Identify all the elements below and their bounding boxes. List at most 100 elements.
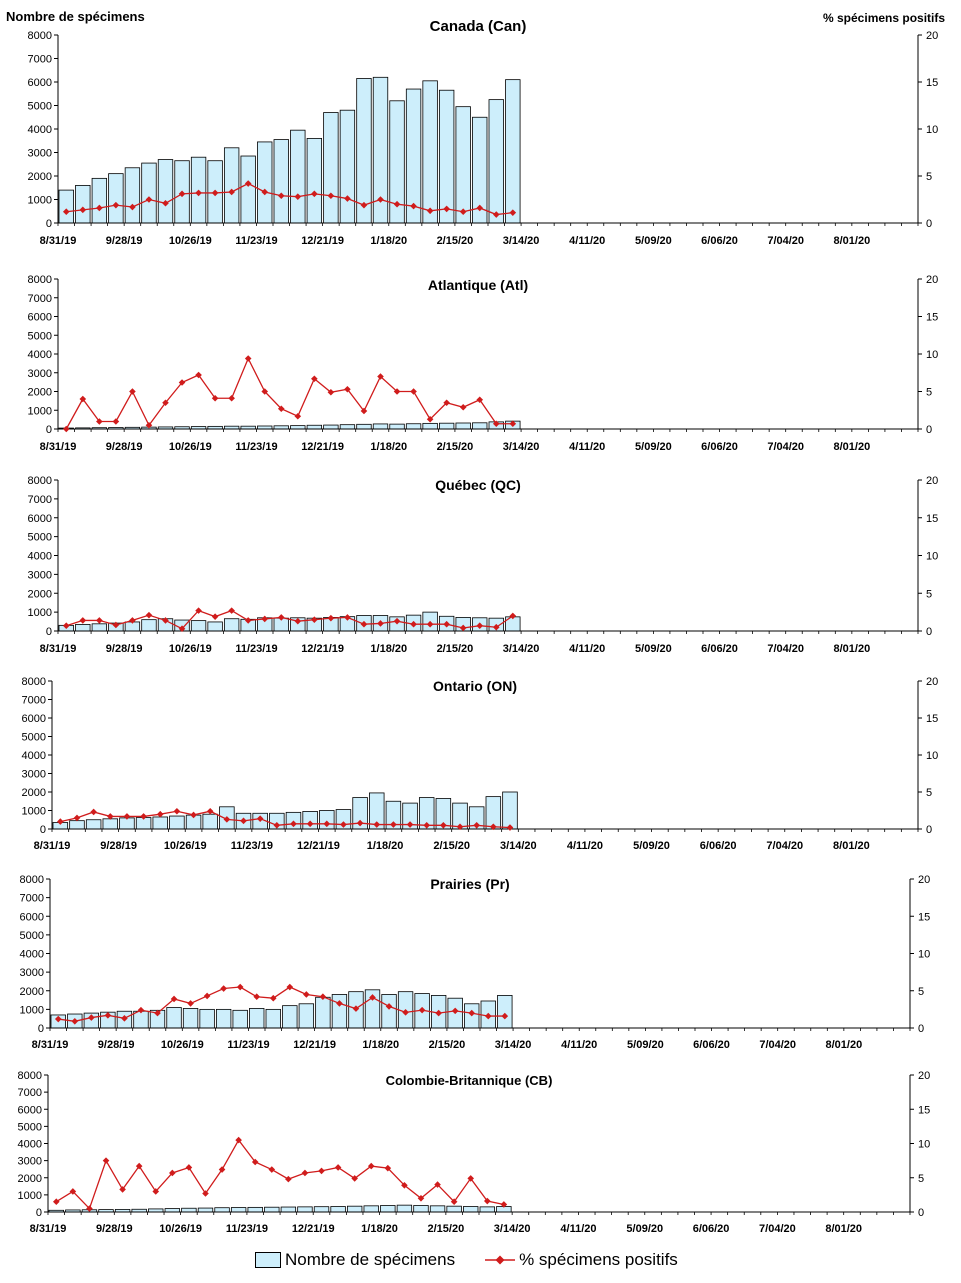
x-tick-label: 3/14/20 [494,1223,531,1235]
positive-rate-point [319,993,327,1001]
positive-rate-point [211,189,219,197]
y-tick-label: 6000 [28,77,52,89]
x-tick-label: 6/06/20 [693,1223,730,1235]
positive-rate-point [509,612,517,620]
positive-rate-point [88,1014,95,1021]
y-tick-label: 2000 [28,588,52,600]
y-tick-label: 0 [46,218,52,230]
y-tick-label: 1000 [28,607,52,619]
bar [230,1207,247,1213]
positive-rate-point [145,196,153,203]
positive-rate-point [356,819,364,827]
bar [166,1007,182,1029]
bar [339,109,356,224]
positive-rate-point [253,993,261,1001]
positive-rate-point [119,1186,126,1193]
x-tick-label: 3/14/20 [503,441,540,453]
y2-tick-label: 20 [918,874,930,886]
x-tick-label: 5/09/20 [635,643,672,655]
positive-rate-point [261,188,269,196]
positive-rate-point [57,818,64,825]
x-tick-label: 2/15/20 [437,235,474,247]
x-tick-label: 9/28/19 [106,643,143,655]
x-tick-label: 10/26/19 [169,643,212,655]
positive-rate-point [269,994,277,1002]
positive-rate-line [58,986,505,1022]
y-tick-label: 3000 [20,967,44,979]
bar [264,1206,280,1213]
positive-rate-point [390,821,397,828]
y2-tick-label: 20 [926,676,938,688]
positive-rate-point [423,822,431,829]
positive-rate-point [170,995,178,1003]
positive-rate-point [393,388,401,395]
y-tick-label: 0 [38,1023,44,1035]
positive-rate-point [318,1167,325,1175]
positive-rate-point [476,204,484,212]
x-tick-label: 7/04/20 [766,840,803,852]
chart-title: Atlantique (Atl) [428,277,528,293]
bar [472,422,488,430]
chart-title: Prairies (Pr) [430,876,509,892]
bar [223,147,240,224]
positive-rate-point [294,617,302,625]
positive-rate-point [393,617,401,625]
positive-rate-point [112,621,120,629]
x-tick-label: 7/04/20 [759,1039,796,1051]
y2-tick-label: 10 [918,1139,930,1151]
bar [372,423,389,430]
positive-rate-point [218,1166,226,1173]
y2-tick-label: 20 [926,475,938,487]
x-tick-label: 7/04/20 [759,1223,796,1235]
positive-rate-point [104,1012,112,1019]
bar [313,1206,330,1213]
positive-rate-point [417,1195,425,1202]
positive-rate-point [440,822,447,829]
bar [381,994,397,1029]
positive-rate-point [62,208,70,216]
positive-rate-point [152,1188,160,1195]
y2-tick-label: 15 [926,513,938,525]
x-tick-label: 4/11/20 [567,840,603,852]
y-tick-label: 1000 [28,195,52,207]
x-tick-label: 11/23/19 [235,643,277,655]
x-tick-label: 2/15/20 [437,441,474,453]
x-tick-label: 12/21/19 [297,840,340,852]
y-tick-label: 8000 [28,475,52,487]
legend-bar-swatch-icon [255,1252,281,1268]
y-tick-label: 1000 [18,1190,42,1202]
y-tick-label: 6000 [20,911,44,923]
x-tick-label: 8/01/20 [825,1039,862,1051]
bar [197,1207,214,1213]
x-tick-label: 7/04/20 [767,441,804,453]
positive-rate-point [203,992,211,1000]
positive-rate-point [220,985,227,992]
positive-rate-point [236,983,244,991]
x-tick-label: 12/21/19 [301,643,344,655]
positive-rate-point [102,1157,110,1164]
positive-rate-point [443,620,450,628]
positive-rate-point [435,1009,442,1017]
x-tick-label: 11/23/19 [231,840,273,852]
positive-rate-point [52,1198,60,1206]
y-tick-label: 6000 [18,1104,42,1116]
y-tick-label: 3000 [28,148,52,160]
chart-panel-1: Canada (Can) 0 1000 2000 3000 4000 5000 6000 700… [28,18,939,247]
x-tick-label: 1/18/20 [370,441,407,453]
bar [297,1206,313,1213]
positive-rate-point [256,815,264,822]
positive-rate-point [162,617,169,624]
bar [446,1205,462,1213]
positive-rate-point [294,412,302,420]
positive-rate-point [434,1181,441,1188]
bar [257,141,273,224]
positive-rate-point [79,395,87,403]
y2-tick-label: 15 [926,713,938,725]
positive-rate-point [410,388,417,395]
y2-tick-label: 10 [926,750,938,762]
positive-rate-point [490,823,497,831]
positive-rate-point [73,814,81,822]
x-tick-label: 7/04/20 [767,643,804,655]
bar [232,1009,248,1029]
positive-rate-point [360,620,368,628]
